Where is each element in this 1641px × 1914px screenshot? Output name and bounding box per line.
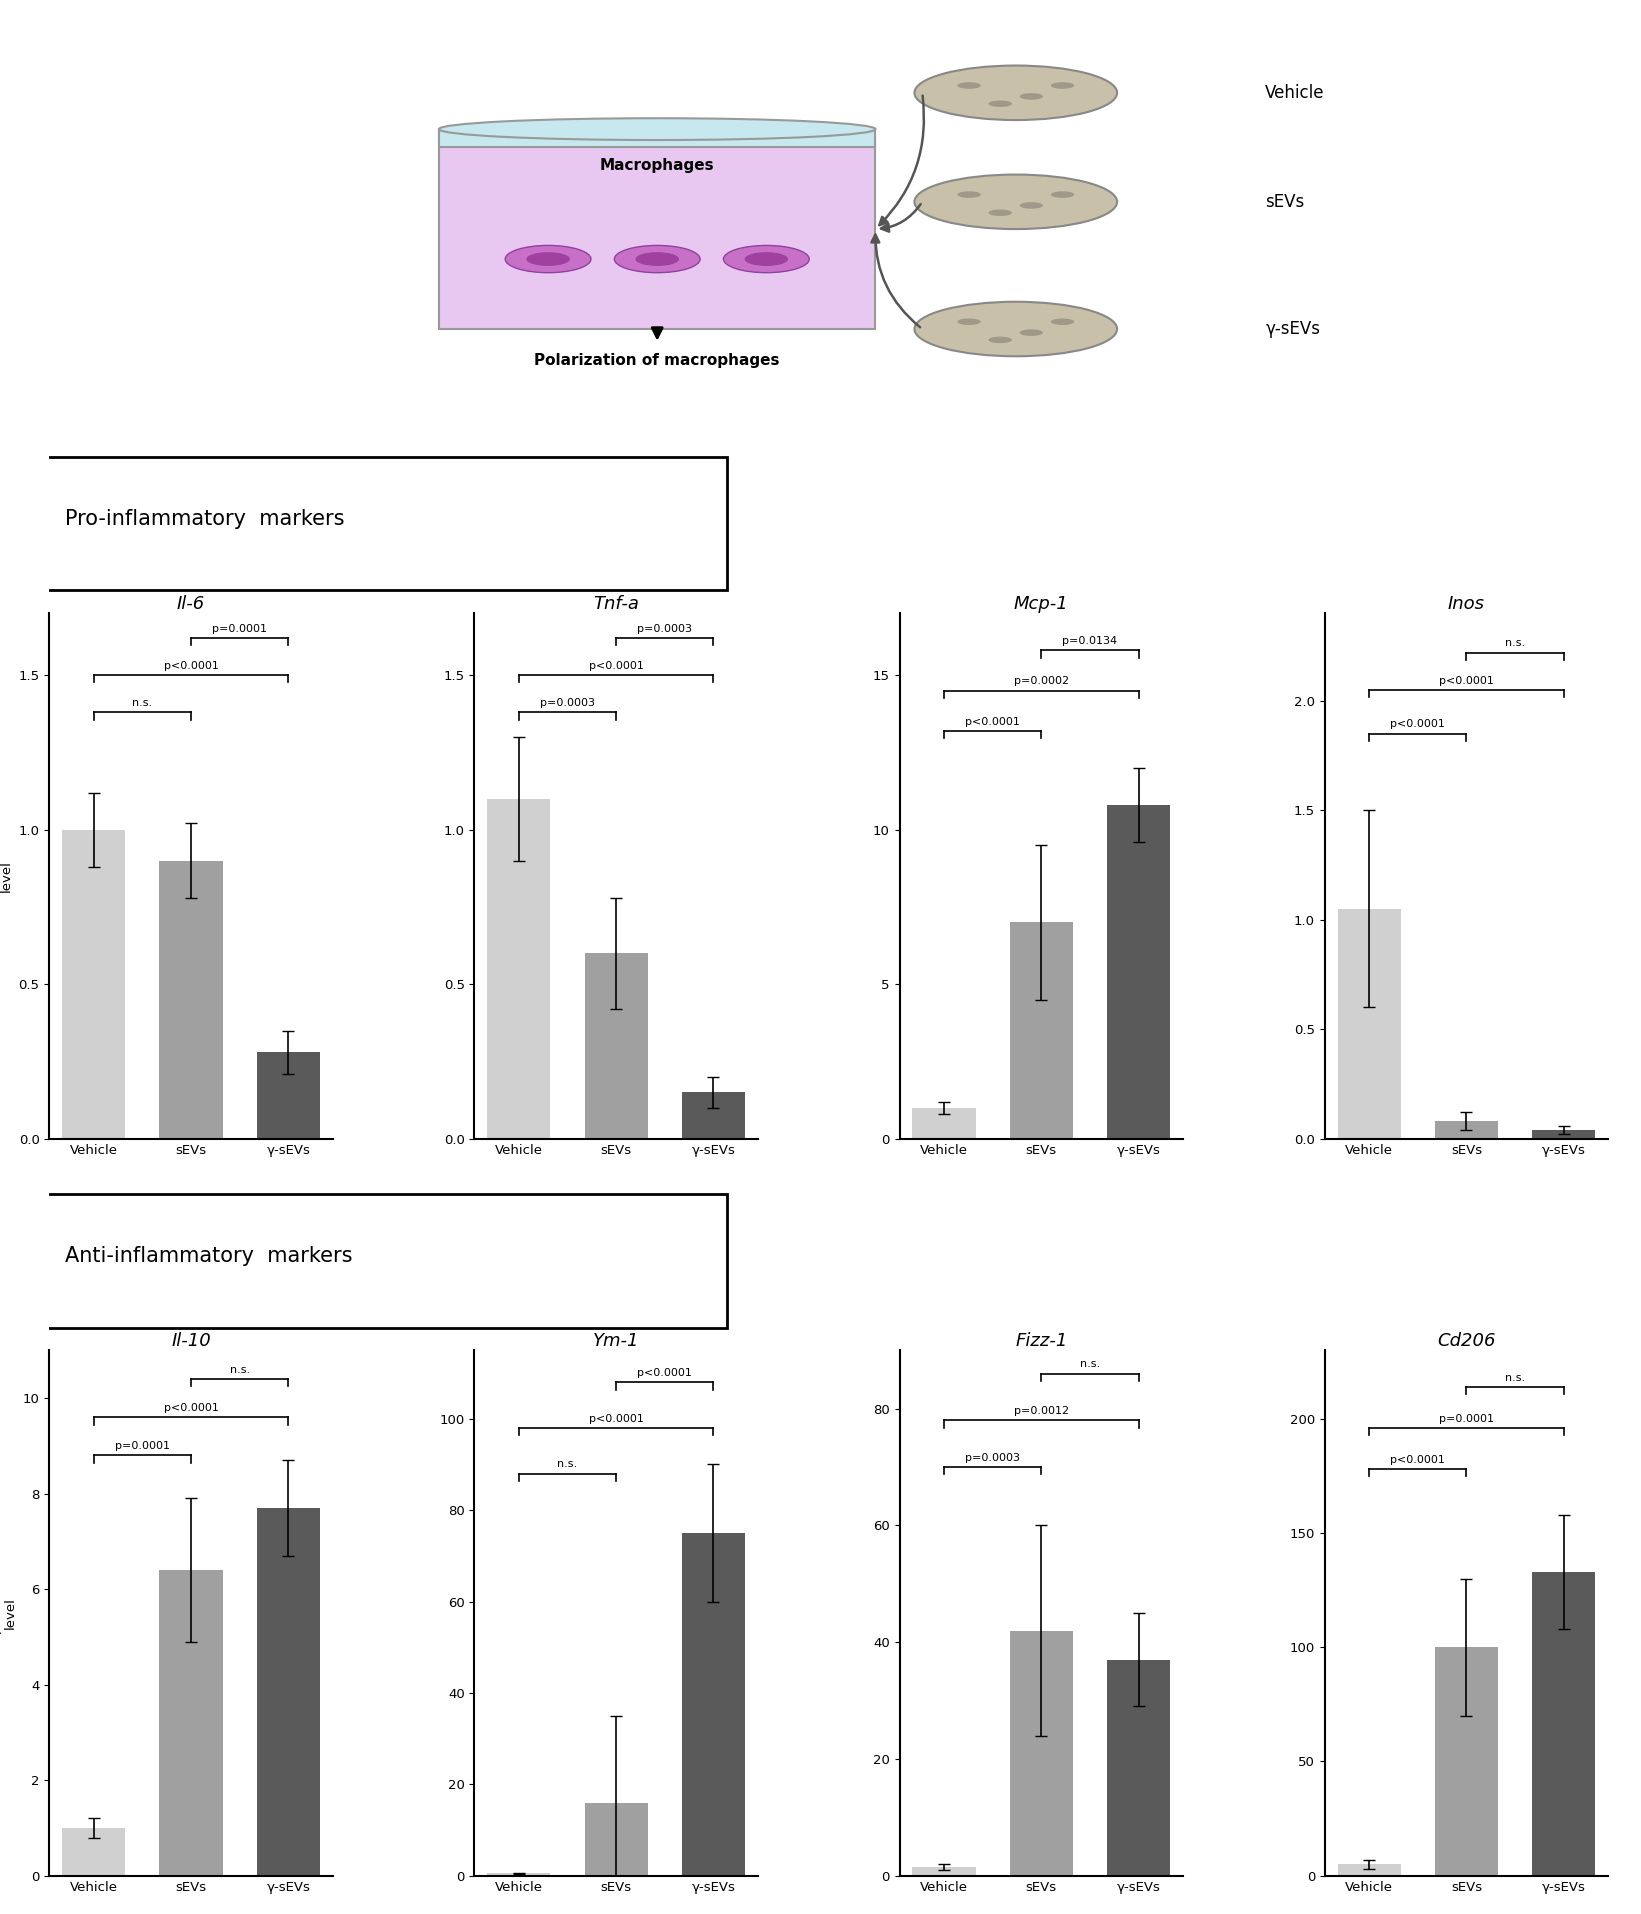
Ellipse shape: [1050, 318, 1075, 325]
Bar: [681, 1093, 745, 1139]
Ellipse shape: [957, 191, 981, 197]
Bar: [62, 1828, 125, 1876]
Bar: [584, 1803, 648, 1876]
Bar: [1434, 1648, 1498, 1876]
Title: Il-10: Il-10: [171, 1332, 210, 1349]
Ellipse shape: [614, 245, 701, 272]
Ellipse shape: [988, 337, 1012, 343]
Text: p=0.0134: p=0.0134: [1062, 635, 1118, 647]
Ellipse shape: [745, 253, 788, 266]
Title: Inos: Inos: [1447, 595, 1485, 612]
Ellipse shape: [988, 100, 1012, 107]
Text: p=0.0012: p=0.0012: [1014, 1407, 1068, 1416]
Ellipse shape: [440, 119, 876, 140]
Bar: [1108, 806, 1170, 1139]
Ellipse shape: [1019, 329, 1044, 337]
Text: p=0.0001: p=0.0001: [115, 1441, 169, 1451]
Bar: [912, 1866, 976, 1876]
Bar: [1108, 1659, 1170, 1876]
Text: p<0.0001: p<0.0001: [1390, 1455, 1446, 1464]
Text: n.s.: n.s.: [1505, 1372, 1524, 1382]
Ellipse shape: [505, 245, 591, 272]
Text: p=0.0003: p=0.0003: [540, 699, 596, 708]
Text: p<0.0001: p<0.0001: [1439, 676, 1493, 685]
Text: p<0.0001: p<0.0001: [589, 660, 643, 672]
Title: Il-6: Il-6: [177, 595, 205, 612]
Title: Cd206: Cd206: [1438, 1332, 1495, 1349]
Text: n.s.: n.s.: [558, 1460, 578, 1470]
Bar: [584, 953, 648, 1139]
Text: p=0.0003: p=0.0003: [965, 1453, 1021, 1462]
Text: p<0.0001: p<0.0001: [965, 716, 1021, 727]
Text: p=0.0003: p=0.0003: [637, 624, 693, 634]
Text: n.s.: n.s.: [1080, 1359, 1099, 1369]
Text: p<0.0001: p<0.0001: [164, 1403, 218, 1413]
Text: n.s.: n.s.: [133, 699, 153, 708]
Ellipse shape: [957, 318, 981, 325]
Bar: [1434, 1122, 1498, 1139]
Text: p<0.0001: p<0.0001: [164, 660, 218, 672]
Bar: [1009, 1631, 1073, 1876]
Text: p<0.0001: p<0.0001: [1390, 720, 1446, 729]
Ellipse shape: [914, 302, 1118, 356]
Ellipse shape: [1019, 203, 1044, 209]
Bar: [912, 1108, 976, 1139]
Bar: [256, 1508, 320, 1876]
Bar: [1533, 1129, 1595, 1139]
Text: Anti-inflammatory  markers: Anti-inflammatory markers: [66, 1246, 353, 1267]
Bar: [1009, 923, 1073, 1139]
Bar: [440, 128, 876, 147]
Ellipse shape: [724, 245, 809, 272]
Ellipse shape: [1050, 191, 1075, 197]
Ellipse shape: [635, 253, 679, 266]
Text: p<0.0001: p<0.0001: [589, 1414, 643, 1424]
Bar: [1337, 1864, 1401, 1876]
Ellipse shape: [1050, 82, 1075, 88]
Y-axis label: Relative
expression
level: Relative expression level: [0, 1577, 16, 1650]
Bar: [487, 1874, 550, 1876]
Text: p<0.0001: p<0.0001: [637, 1369, 693, 1378]
Y-axis label: Relative
expression
level: Relative expression level: [0, 840, 13, 911]
Bar: [256, 1053, 320, 1139]
Bar: [159, 1569, 223, 1876]
Text: Macrophages: Macrophages: [601, 157, 714, 172]
Title: Fizz-1: Fizz-1: [1016, 1332, 1068, 1349]
Text: n.s.: n.s.: [230, 1365, 249, 1374]
Bar: [1533, 1571, 1595, 1876]
Text: n.s.: n.s.: [1505, 639, 1524, 649]
Ellipse shape: [527, 253, 569, 266]
Title: Tnf-a: Tnf-a: [592, 595, 638, 612]
Text: γ-sEVs: γ-sEVs: [1265, 320, 1321, 339]
Ellipse shape: [1019, 94, 1044, 100]
Text: sEVs: sEVs: [1265, 193, 1305, 211]
Bar: [681, 1533, 745, 1876]
Text: Pro-inflammatory  markers: Pro-inflammatory markers: [66, 509, 345, 530]
Ellipse shape: [957, 82, 981, 88]
Title: Ym-1: Ym-1: [592, 1332, 640, 1349]
Bar: [440, 128, 876, 329]
FancyBboxPatch shape: [41, 457, 727, 591]
Text: p=0.0002: p=0.0002: [1014, 676, 1068, 687]
Ellipse shape: [988, 209, 1012, 216]
FancyBboxPatch shape: [41, 1194, 727, 1328]
Text: p=0.0001: p=0.0001: [212, 624, 267, 634]
Bar: [1337, 909, 1401, 1139]
Ellipse shape: [914, 65, 1118, 121]
Text: Vehicle: Vehicle: [1265, 84, 1324, 101]
Bar: [487, 798, 550, 1139]
Text: Polarization of macrophages: Polarization of macrophages: [535, 352, 779, 367]
Bar: [159, 861, 223, 1139]
Title: Mcp-1: Mcp-1: [1014, 595, 1068, 612]
Ellipse shape: [914, 174, 1118, 230]
Bar: [62, 829, 125, 1139]
Text: p=0.0001: p=0.0001: [1439, 1414, 1493, 1424]
